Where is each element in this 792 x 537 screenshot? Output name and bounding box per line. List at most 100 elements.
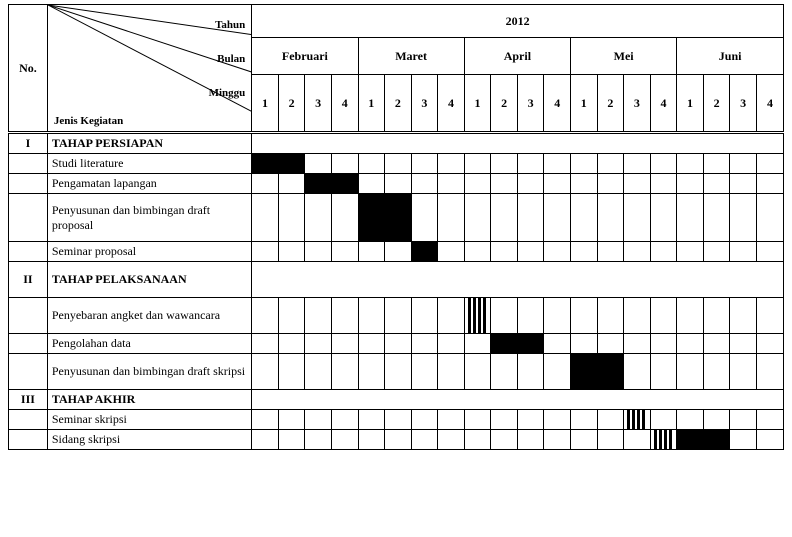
gantt-empty (544, 354, 571, 390)
gantt-empty (438, 354, 465, 390)
gantt-empty (252, 194, 279, 242)
week-cell: 2 (703, 75, 730, 133)
label-minggu: Minggu (209, 87, 246, 99)
gantt-fill (358, 194, 385, 242)
gantt-empty (597, 430, 624, 450)
gantt-empty (278, 174, 305, 194)
week-cell: 4 (756, 75, 783, 133)
gantt-empty (756, 430, 783, 450)
label-bulan: Bulan (217, 53, 245, 65)
gantt-empty (491, 154, 518, 174)
gantt-empty (491, 298, 518, 334)
row-no (9, 154, 48, 174)
gantt-empty (411, 298, 438, 334)
gantt-empty (544, 242, 571, 262)
section-title: TAHAP AKHIR (47, 390, 251, 410)
gantt-empty (252, 174, 279, 194)
gantt-empty (464, 174, 491, 194)
gantt-empty (544, 334, 571, 354)
gantt-empty (544, 174, 571, 194)
gantt-empty (517, 298, 544, 334)
gantt-empty (544, 194, 571, 242)
gantt-empty (411, 194, 438, 242)
gantt-empty (278, 334, 305, 354)
gantt-empty (650, 242, 677, 262)
gantt-empty (305, 154, 332, 174)
gantt-empty (756, 354, 783, 390)
gantt-empty (571, 242, 598, 262)
gantt-empty (756, 334, 783, 354)
gantt-empty (411, 430, 438, 450)
section-span (252, 262, 784, 298)
section-no: III (9, 390, 48, 410)
gantt-empty (624, 334, 651, 354)
gantt-empty (411, 354, 438, 390)
gantt-empty (730, 354, 757, 390)
section-no: I (9, 133, 48, 154)
gantt-empty (677, 154, 704, 174)
gantt-empty (491, 430, 518, 450)
section-title: TAHAP PELAKSANAAN (47, 262, 251, 298)
week-cell: 1 (571, 75, 598, 133)
gantt-empty (650, 334, 677, 354)
week-cell: 4 (544, 75, 571, 133)
gantt-fill (305, 174, 332, 194)
week-cell: 3 (411, 75, 438, 133)
activity-label: Penyusunan dan bimbingan draft proposal (47, 194, 251, 242)
gantt-empty (385, 242, 412, 262)
month-cell: April (464, 38, 570, 75)
gantt-fill-partial (650, 430, 677, 450)
gantt-empty (544, 154, 571, 174)
week-cell: 3 (624, 75, 651, 133)
gantt-empty (624, 174, 651, 194)
gantt-empty (305, 334, 332, 354)
section-span (252, 390, 784, 410)
gantt-empty (358, 154, 385, 174)
gantt-empty (411, 334, 438, 354)
gantt-fill-partial (624, 410, 651, 430)
activity-label: Penyebaran angket dan wawancara (47, 298, 251, 334)
gantt-empty (650, 154, 677, 174)
gantt-empty (756, 194, 783, 242)
section-title: TAHAP PERSIAPAN (47, 133, 251, 154)
gantt-empty (544, 430, 571, 450)
gantt-empty (438, 154, 465, 174)
row-no (9, 334, 48, 354)
year-cell: 2012 (252, 5, 784, 38)
gantt-empty (358, 354, 385, 390)
gantt-empty (464, 354, 491, 390)
gantt-empty (252, 410, 279, 430)
week-cell: 2 (385, 75, 412, 133)
row-no (9, 174, 48, 194)
row-no (9, 242, 48, 262)
gantt-empty (331, 242, 358, 262)
header-row-year: No. Tahun Bulan Minggu Jenis Kegiatan 20… (9, 5, 784, 38)
gantt-empty (278, 298, 305, 334)
gantt-empty (730, 194, 757, 242)
label-tahun: Tahun (215, 19, 245, 31)
gantt-empty (385, 298, 412, 334)
gantt-empty (677, 242, 704, 262)
activity-label: Seminar skripsi (47, 410, 251, 430)
gantt-empty (517, 154, 544, 174)
gantt-empty (278, 430, 305, 450)
week-cell: 4 (331, 75, 358, 133)
gantt-empty (571, 174, 598, 194)
activity-label: Seminar proposal (47, 242, 251, 262)
week-cell: 2 (597, 75, 624, 133)
gantt-empty (305, 354, 332, 390)
gantt-empty (358, 410, 385, 430)
row-no (9, 410, 48, 430)
gantt-empty (438, 430, 465, 450)
gantt-empty (464, 430, 491, 450)
gantt-empty (385, 334, 412, 354)
gantt-empty (278, 194, 305, 242)
gantt-empty (491, 174, 518, 194)
gantt-fill (571, 354, 598, 390)
gantt-empty (703, 194, 730, 242)
gantt-empty (491, 354, 518, 390)
gantt-empty (438, 174, 465, 194)
gantt-empty (571, 154, 598, 174)
gantt-empty (438, 334, 465, 354)
gantt-empty (597, 298, 624, 334)
